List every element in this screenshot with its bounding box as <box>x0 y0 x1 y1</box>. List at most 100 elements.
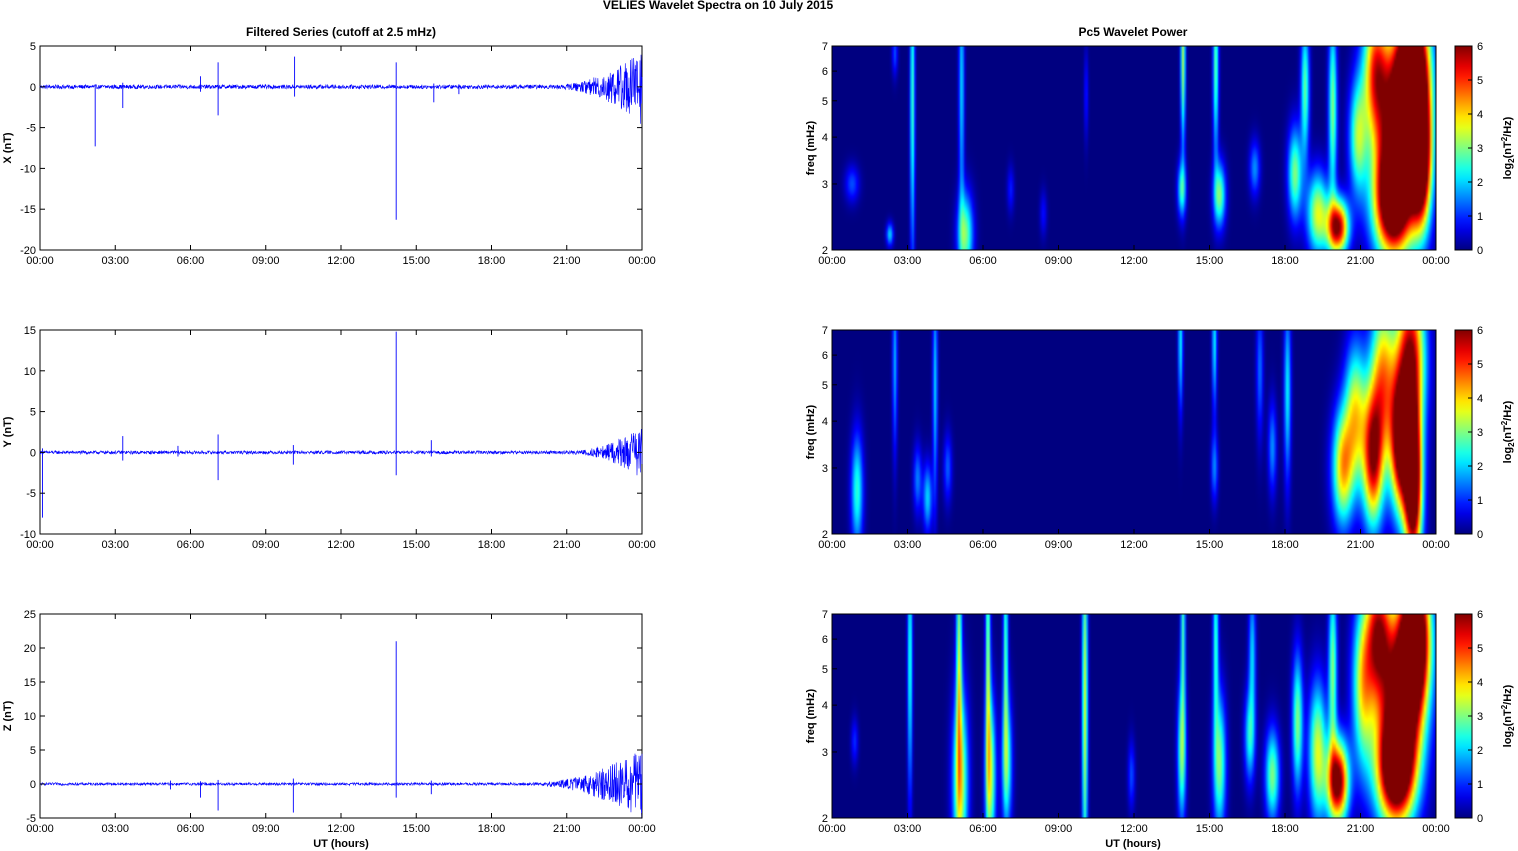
x-tick-label: 15:00 <box>1196 539 1224 551</box>
x-tick-label: 09:00 <box>252 539 280 551</box>
y-tick-label: 0 <box>30 779 36 791</box>
colorbar-label-part: (nT <box>1502 425 1514 442</box>
line-panel-filtered-z: 00:00 03:00 06:00 09:00 12:00 15:00 18:00 21:00… <box>2 609 656 835</box>
colorbar-tick-label: 3 <box>1477 711 1483 723</box>
colorbar-tick-label: 1 <box>1477 779 1483 791</box>
line-panels: 00:00 03:00 06:00 09:00 12:00 15:00 18:00 21:00… <box>2 41 656 835</box>
y-tick-label: -15 <box>20 204 36 216</box>
colorbar-tick-label: 4 <box>1477 109 1483 121</box>
x-tick-label: 15:00 <box>402 539 430 551</box>
x-tick-label: 18:00 <box>478 255 506 267</box>
heatmap-panel-wavelet-y: 00:00 03:00 06:00 09:00 12:00 15:00 18:00 21:00… <box>805 325 1450 551</box>
wavelet-power-image <box>832 330 1436 534</box>
y-tick-label: 0 <box>30 82 36 94</box>
y-axis-label: freq (mHz) <box>805 404 817 459</box>
colorbar-tick-label: 6 <box>1477 325 1483 337</box>
colorbar-tick-label: 4 <box>1477 393 1483 405</box>
plot-area <box>39 613 643 819</box>
colorbar-tick-label: 5 <box>1477 643 1483 655</box>
x-tick-label: 00:00 <box>628 539 656 551</box>
x-tick-label: 09:00 <box>1045 539 1073 551</box>
x-tick-label: 00:00 <box>1422 539 1450 551</box>
heatmap-panel-wavelet-x: 00:00 03:00 06:00 09:00 12:00 15:00 18:00 21:00… <box>805 41 1450 267</box>
y-tick-label: 25 <box>24 609 36 621</box>
colorbar-label: log2(nT2/Hz) <box>1500 400 1516 463</box>
x-tick-label: 06:00 <box>177 823 205 835</box>
y-tick-label: 5 <box>822 380 828 392</box>
colorbar-label-part: (nT <box>1502 141 1514 158</box>
x-tick-label: 12:00 <box>327 255 355 267</box>
y-axis-label: Z (nT) <box>2 700 14 731</box>
y-tick-label: 4 <box>822 416 828 428</box>
y-tick-label: 6 <box>822 66 828 78</box>
x-tick-label: 00:00 <box>628 255 656 267</box>
y-tick-label: 15 <box>24 677 36 689</box>
x-tick-label: 03:00 <box>894 255 922 267</box>
x-tick-label: 12:00 <box>327 823 355 835</box>
colorbar-label-part: 2 <box>1507 158 1516 163</box>
colorbars: 6543210log2(nT2/Hz)6543210log2(nT2/Hz)65… <box>1454 41 1516 825</box>
colorbar-tick-label: 6 <box>1477 41 1483 53</box>
x-tick-label: 06:00 <box>969 539 997 551</box>
x-tick-label: 18:00 <box>478 823 506 835</box>
y-tick-label: 6 <box>822 350 828 362</box>
colorbar-label-part: 2 <box>1500 136 1509 141</box>
line-panel-filtered-x: 00:00 03:00 06:00 09:00 12:00 15:00 18:00 21:00… <box>2 41 656 267</box>
x-tick-label: 00:00 <box>818 539 846 551</box>
colorbar-tick-label: 1 <box>1477 495 1483 507</box>
y-tick-label: 20 <box>24 643 36 655</box>
series-line <box>39 429 643 476</box>
x-tick-label: 06:00 <box>177 255 205 267</box>
x-tick-label: 06:00 <box>969 255 997 267</box>
y-tick-label: 7 <box>822 325 828 337</box>
colorbar-tick-label: 6 <box>1477 609 1483 621</box>
x-tick-label: 06:00 <box>177 539 205 551</box>
y-tick-label: 3 <box>822 747 828 759</box>
plot-area <box>39 329 643 535</box>
x-tick-label: 15:00 <box>402 255 430 267</box>
x-tick-label: 15:00 <box>1196 255 1224 267</box>
y-tick-label: 3 <box>822 463 828 475</box>
x-tick-label: 00:00 <box>818 255 846 267</box>
line-panel-filtered-y: 00:00 03:00 06:00 09:00 12:00 15:00 18:00 21:00… <box>2 325 656 551</box>
x-tick-label: 03:00 <box>101 255 129 267</box>
x-tick-label: 21:00 <box>553 823 581 835</box>
x-tick-label: 03:00 <box>101 539 129 551</box>
figure-title: VELIES Wavelet Spectra on 10 July 2015 <box>603 0 834 12</box>
y-tick-label: 5 <box>822 96 828 108</box>
y-axis-label: Y (nT) <box>2 416 14 447</box>
x-tick-label: 09:00 <box>252 823 280 835</box>
x-tick-label: 21:00 <box>553 539 581 551</box>
y-axis-label: X (nT) <box>2 132 14 163</box>
x-tick-label: 18:00 <box>1271 823 1299 835</box>
x-tick-label: 00:00 <box>26 255 54 267</box>
colorbar-label-part: log <box>1502 447 1514 464</box>
y-tick-label: 2 <box>822 813 828 825</box>
x-tick-label: 21:00 <box>553 255 581 267</box>
y-tick-label: 3 <box>822 179 828 191</box>
colorbar-label-part: log <box>1502 163 1514 180</box>
x-tick-label: 21:00 <box>1347 255 1375 267</box>
y-tick-label: 5 <box>30 407 36 419</box>
y-tick-label: 7 <box>822 41 828 53</box>
x-tick-label: 18:00 <box>1271 255 1299 267</box>
colorbar-label-part: 2 <box>1507 442 1516 447</box>
y-tick-label: 5 <box>30 745 36 757</box>
colorbar-tick-label: 2 <box>1477 745 1483 757</box>
x-tick-label: 18:00 <box>1271 539 1299 551</box>
x-tick-label: 21:00 <box>1347 823 1375 835</box>
y-tick-label: -10 <box>20 529 36 541</box>
colorbar-tick-label: 3 <box>1477 143 1483 155</box>
colorbar-tick-label: 5 <box>1477 75 1483 87</box>
x-tick-label: 09:00 <box>1045 823 1073 835</box>
x-tick-label: 00:00 <box>26 823 54 835</box>
y-tick-label: -10 <box>20 163 36 175</box>
colorbar-label-part: log <box>1502 731 1514 748</box>
colorbar-tick-label: 4 <box>1477 677 1483 689</box>
colorbar-tick-label: 0 <box>1477 245 1483 257</box>
y-tick-label: 4 <box>822 132 828 144</box>
x-tick-label: 12:00 <box>1120 823 1148 835</box>
x-tick-label: 03:00 <box>894 539 922 551</box>
